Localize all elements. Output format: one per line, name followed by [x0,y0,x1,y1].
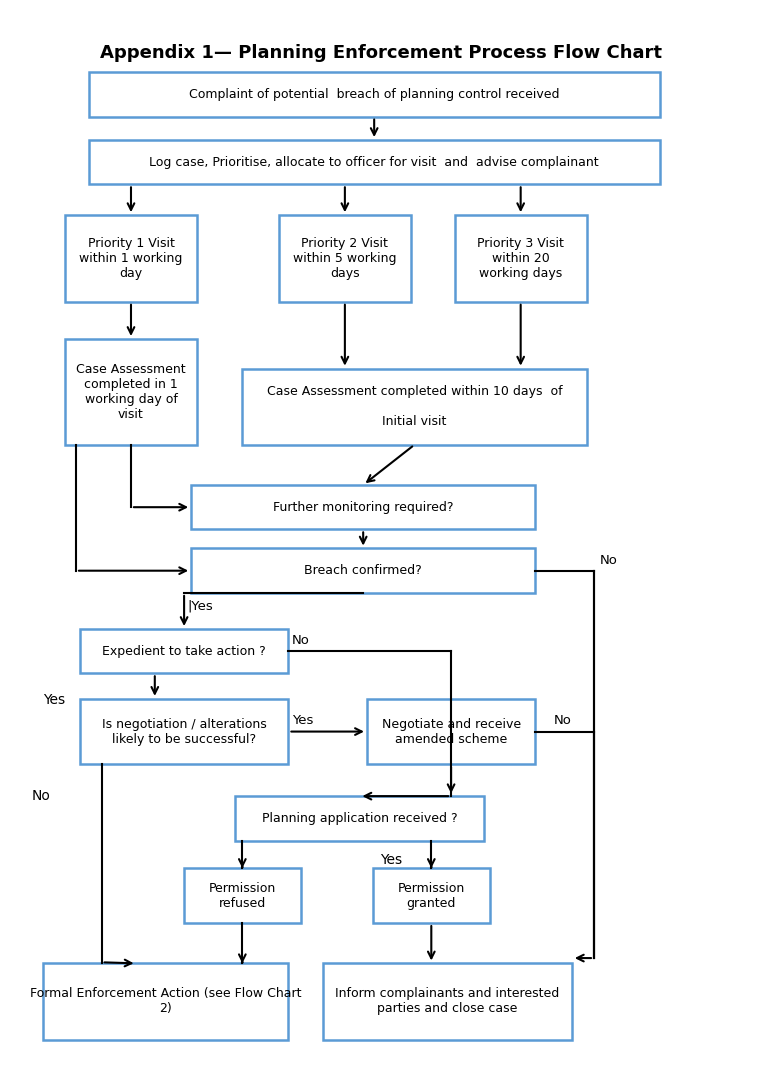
Text: Permission
refused: Permission refused [209,881,276,909]
Text: Priority 3 Visit
within 20
working days: Priority 3 Visit within 20 working days [477,237,564,280]
Text: Planning application received ?: Planning application received ? [262,812,457,825]
Text: Expedient to take action ?: Expedient to take action ? [102,645,266,658]
FancyBboxPatch shape [79,699,288,765]
Text: Yes: Yes [292,715,314,728]
Text: Inform complainants and interested
parties and close case: Inform complainants and interested parti… [335,987,559,1015]
Text: Formal Enforcement Action (see Flow Chart
2): Formal Enforcement Action (see Flow Char… [30,987,301,1015]
Text: No: No [600,554,618,567]
Text: No: No [554,715,571,728]
Text: Is negotiation / alterations
likely to be successful?: Is negotiation / alterations likely to b… [101,717,266,745]
FancyBboxPatch shape [372,868,490,923]
FancyBboxPatch shape [184,868,301,923]
Text: Case Assessment
completed in 1
working day of
visit: Case Assessment completed in 1 working d… [76,363,186,421]
FancyBboxPatch shape [455,215,587,301]
FancyBboxPatch shape [65,339,197,445]
Text: Priority 1 Visit
within 1 working
day: Priority 1 Visit within 1 working day [79,237,182,280]
Text: Negotiate and receive
amended scheme: Negotiate and receive amended scheme [382,717,520,745]
Text: Priority 2 Visit
within 5 working
days: Priority 2 Visit within 5 working days [293,237,397,280]
FancyBboxPatch shape [79,629,288,673]
Text: Further monitoring required?: Further monitoring required? [273,501,453,514]
FancyBboxPatch shape [43,963,288,1040]
FancyBboxPatch shape [367,699,536,765]
Text: Appendix 1— Planning Enforcement Process Flow Chart: Appendix 1— Planning Enforcement Process… [101,44,662,63]
Text: Breach confirmed?: Breach confirmed? [304,564,422,577]
Text: Permission
granted: Permission granted [398,881,465,909]
Text: Complaint of potential  breach of planning control received: Complaint of potential breach of plannin… [189,87,559,100]
Text: Case Assessment completed within 10 days  of

Initial visit: Case Assessment completed within 10 days… [266,386,562,428]
FancyBboxPatch shape [191,549,536,593]
Text: No: No [292,634,310,647]
Text: Yes: Yes [380,852,402,866]
FancyBboxPatch shape [191,485,536,529]
FancyBboxPatch shape [65,215,197,301]
Text: No: No [32,789,51,804]
FancyBboxPatch shape [89,72,660,117]
Text: Yes: Yes [43,692,65,706]
FancyBboxPatch shape [243,368,587,445]
Text: Log case, Prioritise, allocate to officer for visit  and  advise complainant: Log case, Prioritise, allocate to office… [150,156,599,168]
FancyBboxPatch shape [235,796,484,840]
FancyBboxPatch shape [279,215,410,301]
FancyBboxPatch shape [323,963,572,1040]
Text: |Yes: |Yes [188,599,214,612]
FancyBboxPatch shape [89,140,660,185]
